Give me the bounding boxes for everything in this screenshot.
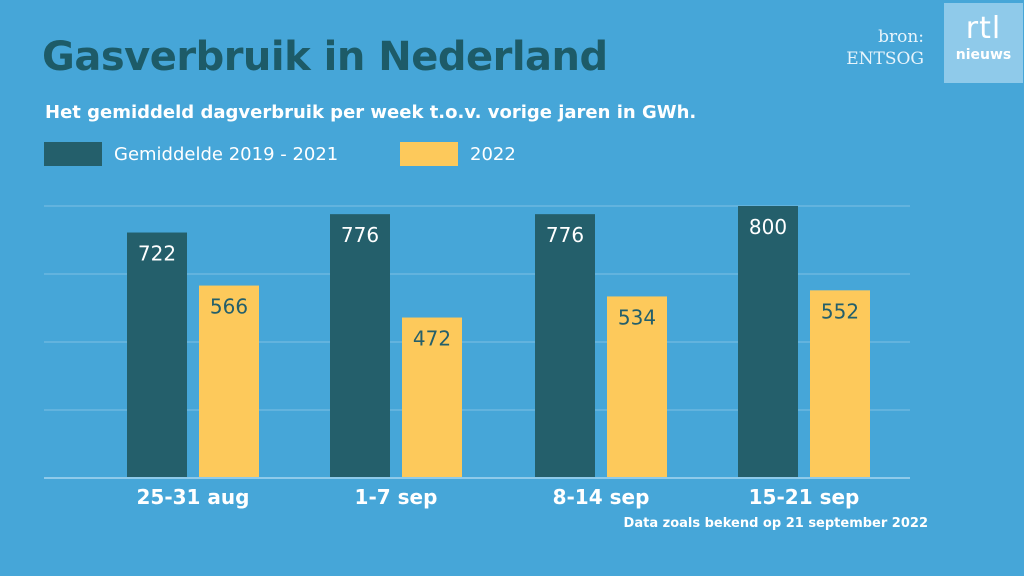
- chart-subtitle: Het gemiddeld dagverbruik per week t.o.v…: [45, 102, 697, 123]
- data-label: 534: [618, 305, 656, 329]
- legend-label-2019-2021: Gemiddelde 2019 - 2021: [114, 144, 339, 165]
- logo-nieuws-text: nieuws: [955, 47, 1012, 63]
- data-label: 800: [749, 215, 787, 239]
- data-label: 472: [413, 327, 451, 351]
- bar-2022-1: [402, 317, 462, 478]
- legend-label-2022: 2022: [470, 144, 516, 165]
- data-label: 722: [138, 242, 176, 266]
- logo-rtl-text: rtl: [965, 11, 1002, 46]
- legend-swatch-2019-2021: [44, 142, 102, 166]
- bar-2019-2021-2: [535, 214, 595, 478]
- bar-2019-2021-3: [738, 206, 798, 478]
- bar-2022-0: [199, 285, 259, 478]
- x-tick-label: 8-14 sep: [553, 485, 650, 509]
- bar-2022-3: [810, 290, 870, 478]
- x-tick-label: 25-31 aug: [137, 485, 250, 509]
- data-label: 552: [821, 299, 859, 323]
- data-label: 776: [341, 223, 379, 247]
- chart-title: Gasverbruik in Nederland: [42, 34, 608, 80]
- bar-2022-2: [607, 296, 667, 478]
- data-label: 776: [546, 223, 584, 247]
- x-tick-label: 1-7 sep: [355, 485, 438, 509]
- footnote: Data zoals bekend op 21 september 2022: [623, 516, 928, 531]
- source-label: bron:: [878, 27, 924, 47]
- rtl-nieuws-logo: rtl nieuws: [944, 3, 1023, 83]
- legend-swatch-2022: [400, 142, 458, 166]
- bar-2019-2021-0: [127, 232, 187, 478]
- data-label: 566: [210, 295, 248, 319]
- bar-2019-2021-1: [330, 214, 390, 478]
- source-name: ENTSOG: [846, 49, 924, 69]
- x-tick-label: 15-21 sep: [749, 485, 860, 509]
- source-credit: bron: ENTSOG: [846, 26, 924, 70]
